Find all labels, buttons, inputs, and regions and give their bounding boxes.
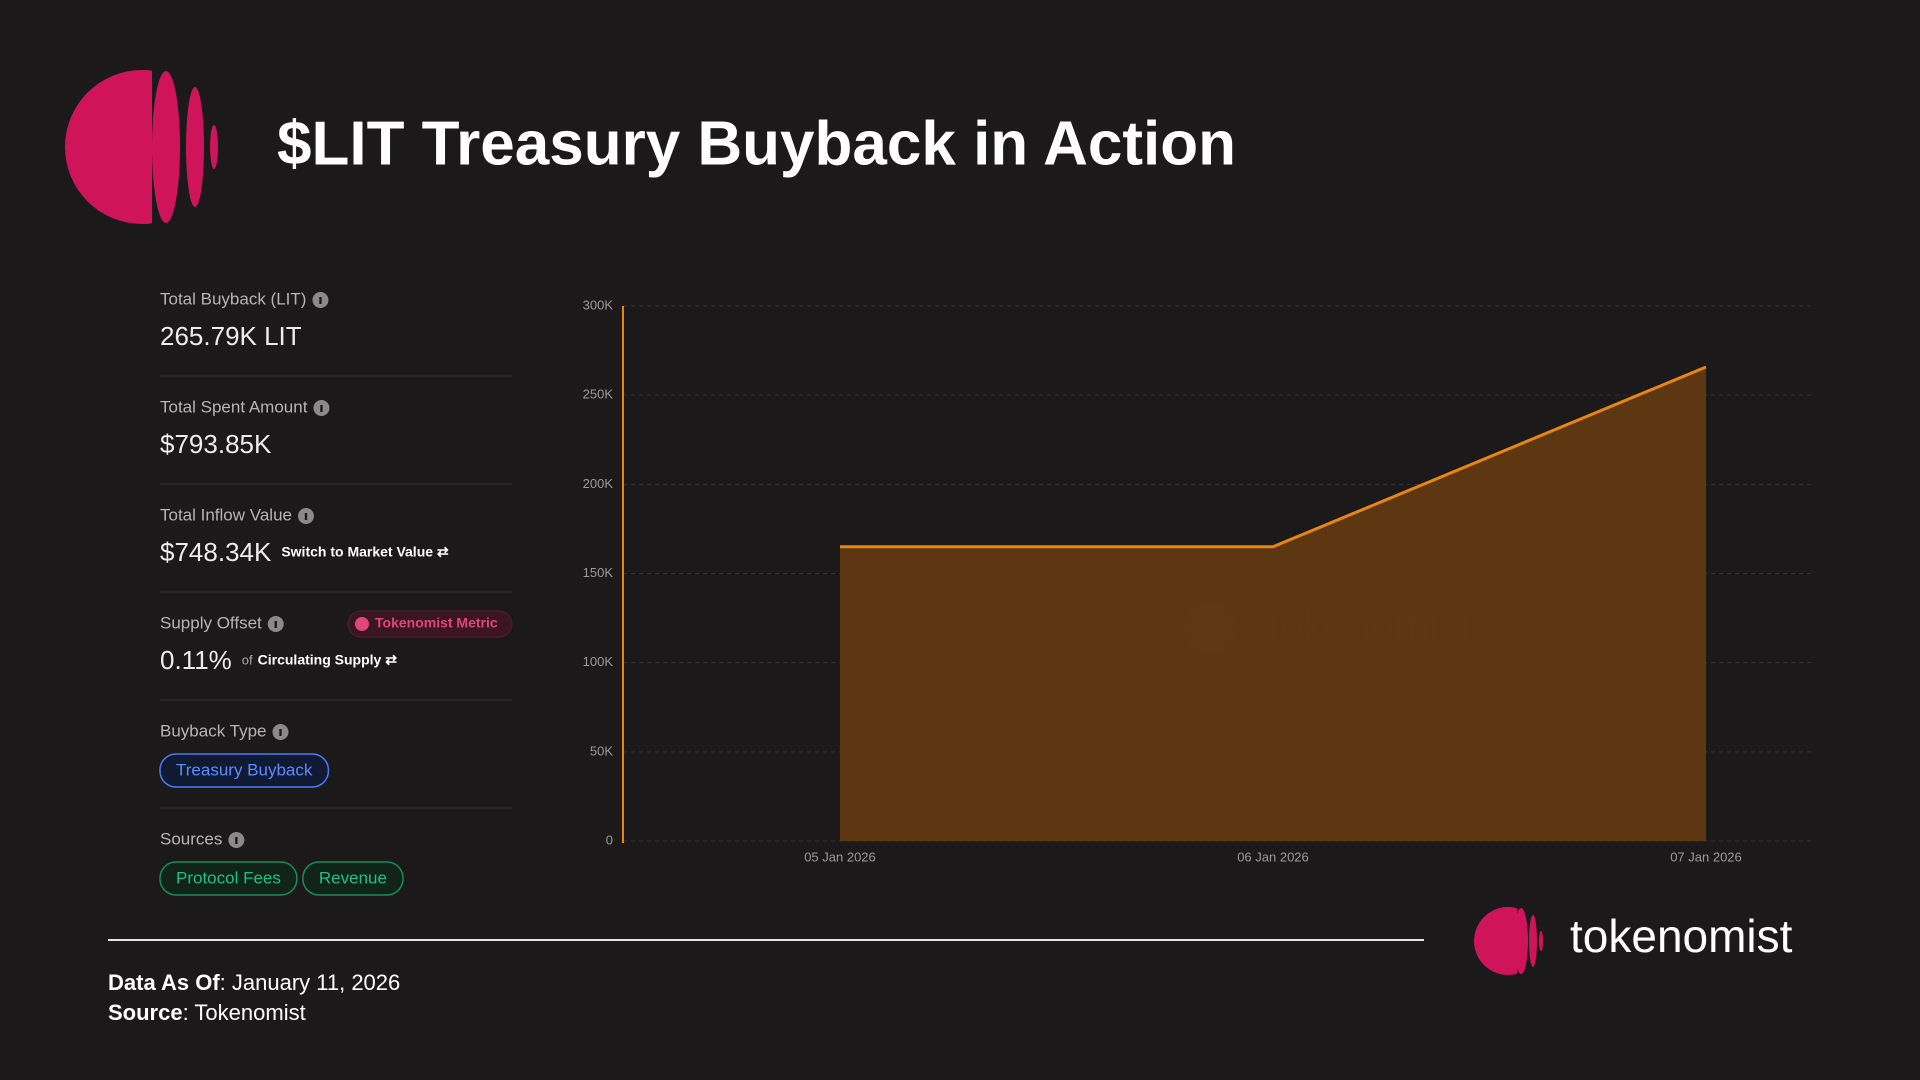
badge (347, 610, 513, 638)
area (840, 367, 1706, 841)
date-line: Data As Of: January 11, 2026 (108, 970, 400, 995)
y-tick-label: 300K (583, 297, 614, 312)
info-icon-mark (320, 405, 323, 412)
brand-logo (1474, 907, 1543, 975)
stat-value: $748.34K (160, 537, 272, 567)
stats-panel: Total Buyback (LIT) 265.79K LIT Total Spen… (159, 289, 513, 896)
tag-text: Revenue (319, 868, 387, 887)
x-tick-label: 05 Jan 2026 (804, 849, 876, 864)
stat-value: 265.79K LIT (160, 321, 302, 351)
y-tick-label: 150K (583, 565, 614, 580)
note-prefix: of (242, 652, 253, 667)
stat-label: Supply Offset (160, 613, 262, 632)
date-value: : January 11, 2026 (220, 970, 401, 995)
stat-label: Total Spent Amount (160, 397, 308, 416)
source-line: Source: Tokenomist (108, 1000, 306, 1025)
tag (302, 861, 404, 896)
stat-value: 0.11% (160, 645, 232, 675)
title: $LIT Treasury Buyback in Action (277, 109, 1236, 178)
stat-label: Total Buyback (LIT) (160, 289, 306, 308)
badge-text: Tokenomist Metric (375, 615, 498, 631)
line (840, 365, 1707, 549)
info-icon-mark (235, 837, 238, 844)
y-tick-label: 250K (583, 387, 614, 402)
switch-action: Switch to Market Value ⇄ (281, 544, 449, 560)
source-value: : Tokenomist (183, 1000, 306, 1025)
tag (159, 861, 298, 896)
y-tick-label: 100K (583, 654, 614, 669)
logo (65, 70, 218, 224)
date-label: Data As Of (108, 970, 220, 995)
badge-icon (355, 617, 369, 631)
stat-value: $793.85K (160, 429, 272, 459)
info-icon-mark (319, 297, 322, 304)
y-tick-label: 50K (590, 743, 613, 758)
chart: tokenomist050K100K150K200K250K300K05 Jan… (583, 297, 1812, 864)
tag (159, 753, 330, 788)
brand-name: tokenomist (1570, 910, 1793, 962)
info-icon-mark (274, 621, 277, 628)
y-tick-label: 0 (606, 832, 613, 847)
source-label: Source (108, 1000, 183, 1025)
x-tick-label: 06 Jan 2026 (1237, 849, 1309, 864)
stat-label: Sources (160, 829, 222, 848)
note: Circulating Supply ⇄ (258, 652, 398, 668)
info-icon-mark (304, 513, 308, 520)
tag-text: Treasury Buyback (176, 760, 313, 779)
tag-text: Protocol Fees (176, 868, 281, 887)
info-icon-mark (279, 729, 282, 736)
x-tick-label: 07 Jan 2026 (1670, 849, 1742, 864)
stat-label: Buyback Type (160, 721, 266, 740)
y-tick-label: 200K (583, 476, 614, 491)
stat-label: Total Inflow Value (160, 505, 292, 524)
